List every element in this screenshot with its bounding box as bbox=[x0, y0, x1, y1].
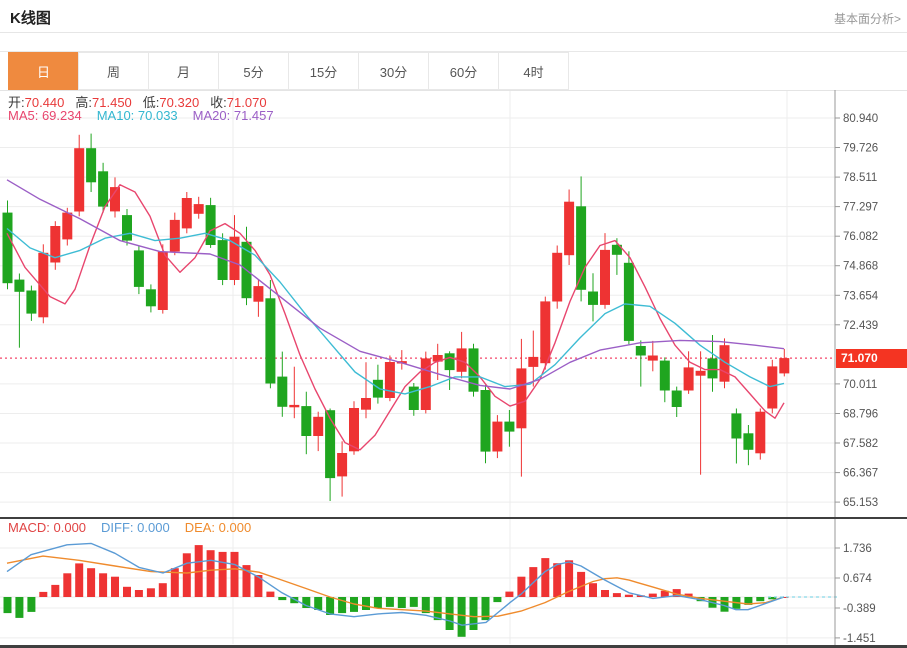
tab-interval-1[interactable]: 周 bbox=[78, 52, 149, 90]
macd-gridlines bbox=[0, 519, 835, 644]
title-divider bbox=[0, 32, 907, 33]
fundamental-analysis-link[interactable]: 基本面分析> bbox=[833, 12, 901, 26]
tab-interval-2[interactable]: 月 bbox=[148, 52, 219, 90]
svg-text:-1.451: -1.451 bbox=[843, 633, 876, 645]
svg-text:74.868: 74.868 bbox=[843, 261, 878, 273]
svg-text:68.796: 68.796 bbox=[843, 409, 878, 421]
main-price-axis: 80.940 79.726 78.511 77.297 76.082 74.868 73.6… bbox=[834, 90, 879, 517]
candles bbox=[2, 133, 790, 501]
svg-text:-0.389: -0.389 bbox=[843, 603, 876, 615]
macd-histogram bbox=[3, 545, 789, 637]
tabs-top-border bbox=[0, 51, 907, 52]
ohlc-info-row: 开:70.440 高:71.450 低:70.320 收:71.070 bbox=[8, 92, 278, 111]
svg-text:65.153: 65.153 bbox=[843, 497, 878, 509]
dea-line bbox=[6, 555, 785, 618]
svg-text:80.940: 80.940 bbox=[843, 113, 878, 125]
ohlc-value: 70.440 bbox=[24, 95, 65, 110]
current-price-badge: 71.070 bbox=[836, 349, 907, 368]
ohlc-value: 71.450 bbox=[92, 95, 132, 110]
ohlc-label: 开: bbox=[8, 95, 25, 110]
main-gridlines bbox=[0, 90, 907, 517]
tab-interval-0[interactable]: 日 bbox=[8, 52, 79, 90]
ohlc-value: 70.320 bbox=[159, 95, 200, 110]
ma-info-row: MA5: 69.234 MA10: 70.033 MA20: 71.457 bbox=[8, 108, 289, 123]
ma5-line bbox=[6, 184, 785, 451]
ohlc-label: 高: bbox=[75, 95, 93, 110]
main-candlestick-chart: 80.940 79.726 78.511 77.297 76.082 74.868 73.6… bbox=[0, 90, 907, 517]
diff-line bbox=[6, 542, 785, 626]
macd-value: DEA: 0.000 bbox=[184, 520, 252, 535]
svg-text:78.511: 78.511 bbox=[843, 172, 877, 184]
svg-text:79.726: 79.726 bbox=[843, 143, 878, 155]
svg-text:0.674: 0.674 bbox=[843, 573, 872, 585]
svg-text:73.654: 73.654 bbox=[843, 290, 879, 302]
svg-text:66.367: 66.367 bbox=[843, 468, 878, 480]
ma20-line bbox=[6, 179, 785, 390]
macd-value: DIFF: 0.000 bbox=[101, 520, 170, 535]
pane-divider-bottom bbox=[0, 645, 907, 648]
ma-value: MA10: 70.033 bbox=[96, 108, 178, 123]
page-title: K线图 bbox=[10, 10, 51, 27]
svg-text:1.736: 1.736 bbox=[843, 543, 872, 555]
svg-text:72.439: 72.439 bbox=[843, 320, 878, 332]
pane-divider-top bbox=[0, 517, 907, 519]
ohlc-label: 低: bbox=[142, 95, 160, 110]
tab-interval-4[interactable]: 15分 bbox=[288, 52, 359, 90]
ohlc-value: 71.070 bbox=[226, 95, 267, 110]
ohlc-label: 收: bbox=[210, 95, 227, 110]
ma-value: MA20: 71.457 bbox=[192, 108, 274, 123]
macd-axis: 1.736 0.674 -0.389 -1.451 bbox=[834, 517, 876, 648]
svg-text:77.297: 77.297 bbox=[843, 202, 878, 214]
svg-text:76.082: 76.082 bbox=[843, 231, 878, 243]
macd-value: MACD: 0.000 bbox=[8, 520, 87, 535]
tab-interval-6[interactable]: 60分 bbox=[428, 52, 499, 90]
svg-text:70.011: 70.011 bbox=[843, 379, 877, 391]
interval-tabs-bar: 日周月 5分 15分 30分 60分 4时 bbox=[0, 52, 907, 90]
macd-info-row: MACD: 0.000 DIFF: 0.000 DEA: 0.000 bbox=[8, 520, 266, 535]
tab-interval-7[interactable]: 4时 bbox=[498, 52, 569, 90]
tab-interval-3[interactable]: 5分 bbox=[218, 52, 289, 90]
ma-value: MA5: 69.234 bbox=[8, 108, 82, 123]
macd-indicator-chart: 1.736 0.674 -0.389 -1.451 bbox=[0, 517, 907, 648]
tab-interval-5[interactable]: 30分 bbox=[358, 52, 429, 90]
ma10-line bbox=[6, 227, 785, 395]
svg-text:67.582: 67.582 bbox=[843, 438, 878, 450]
